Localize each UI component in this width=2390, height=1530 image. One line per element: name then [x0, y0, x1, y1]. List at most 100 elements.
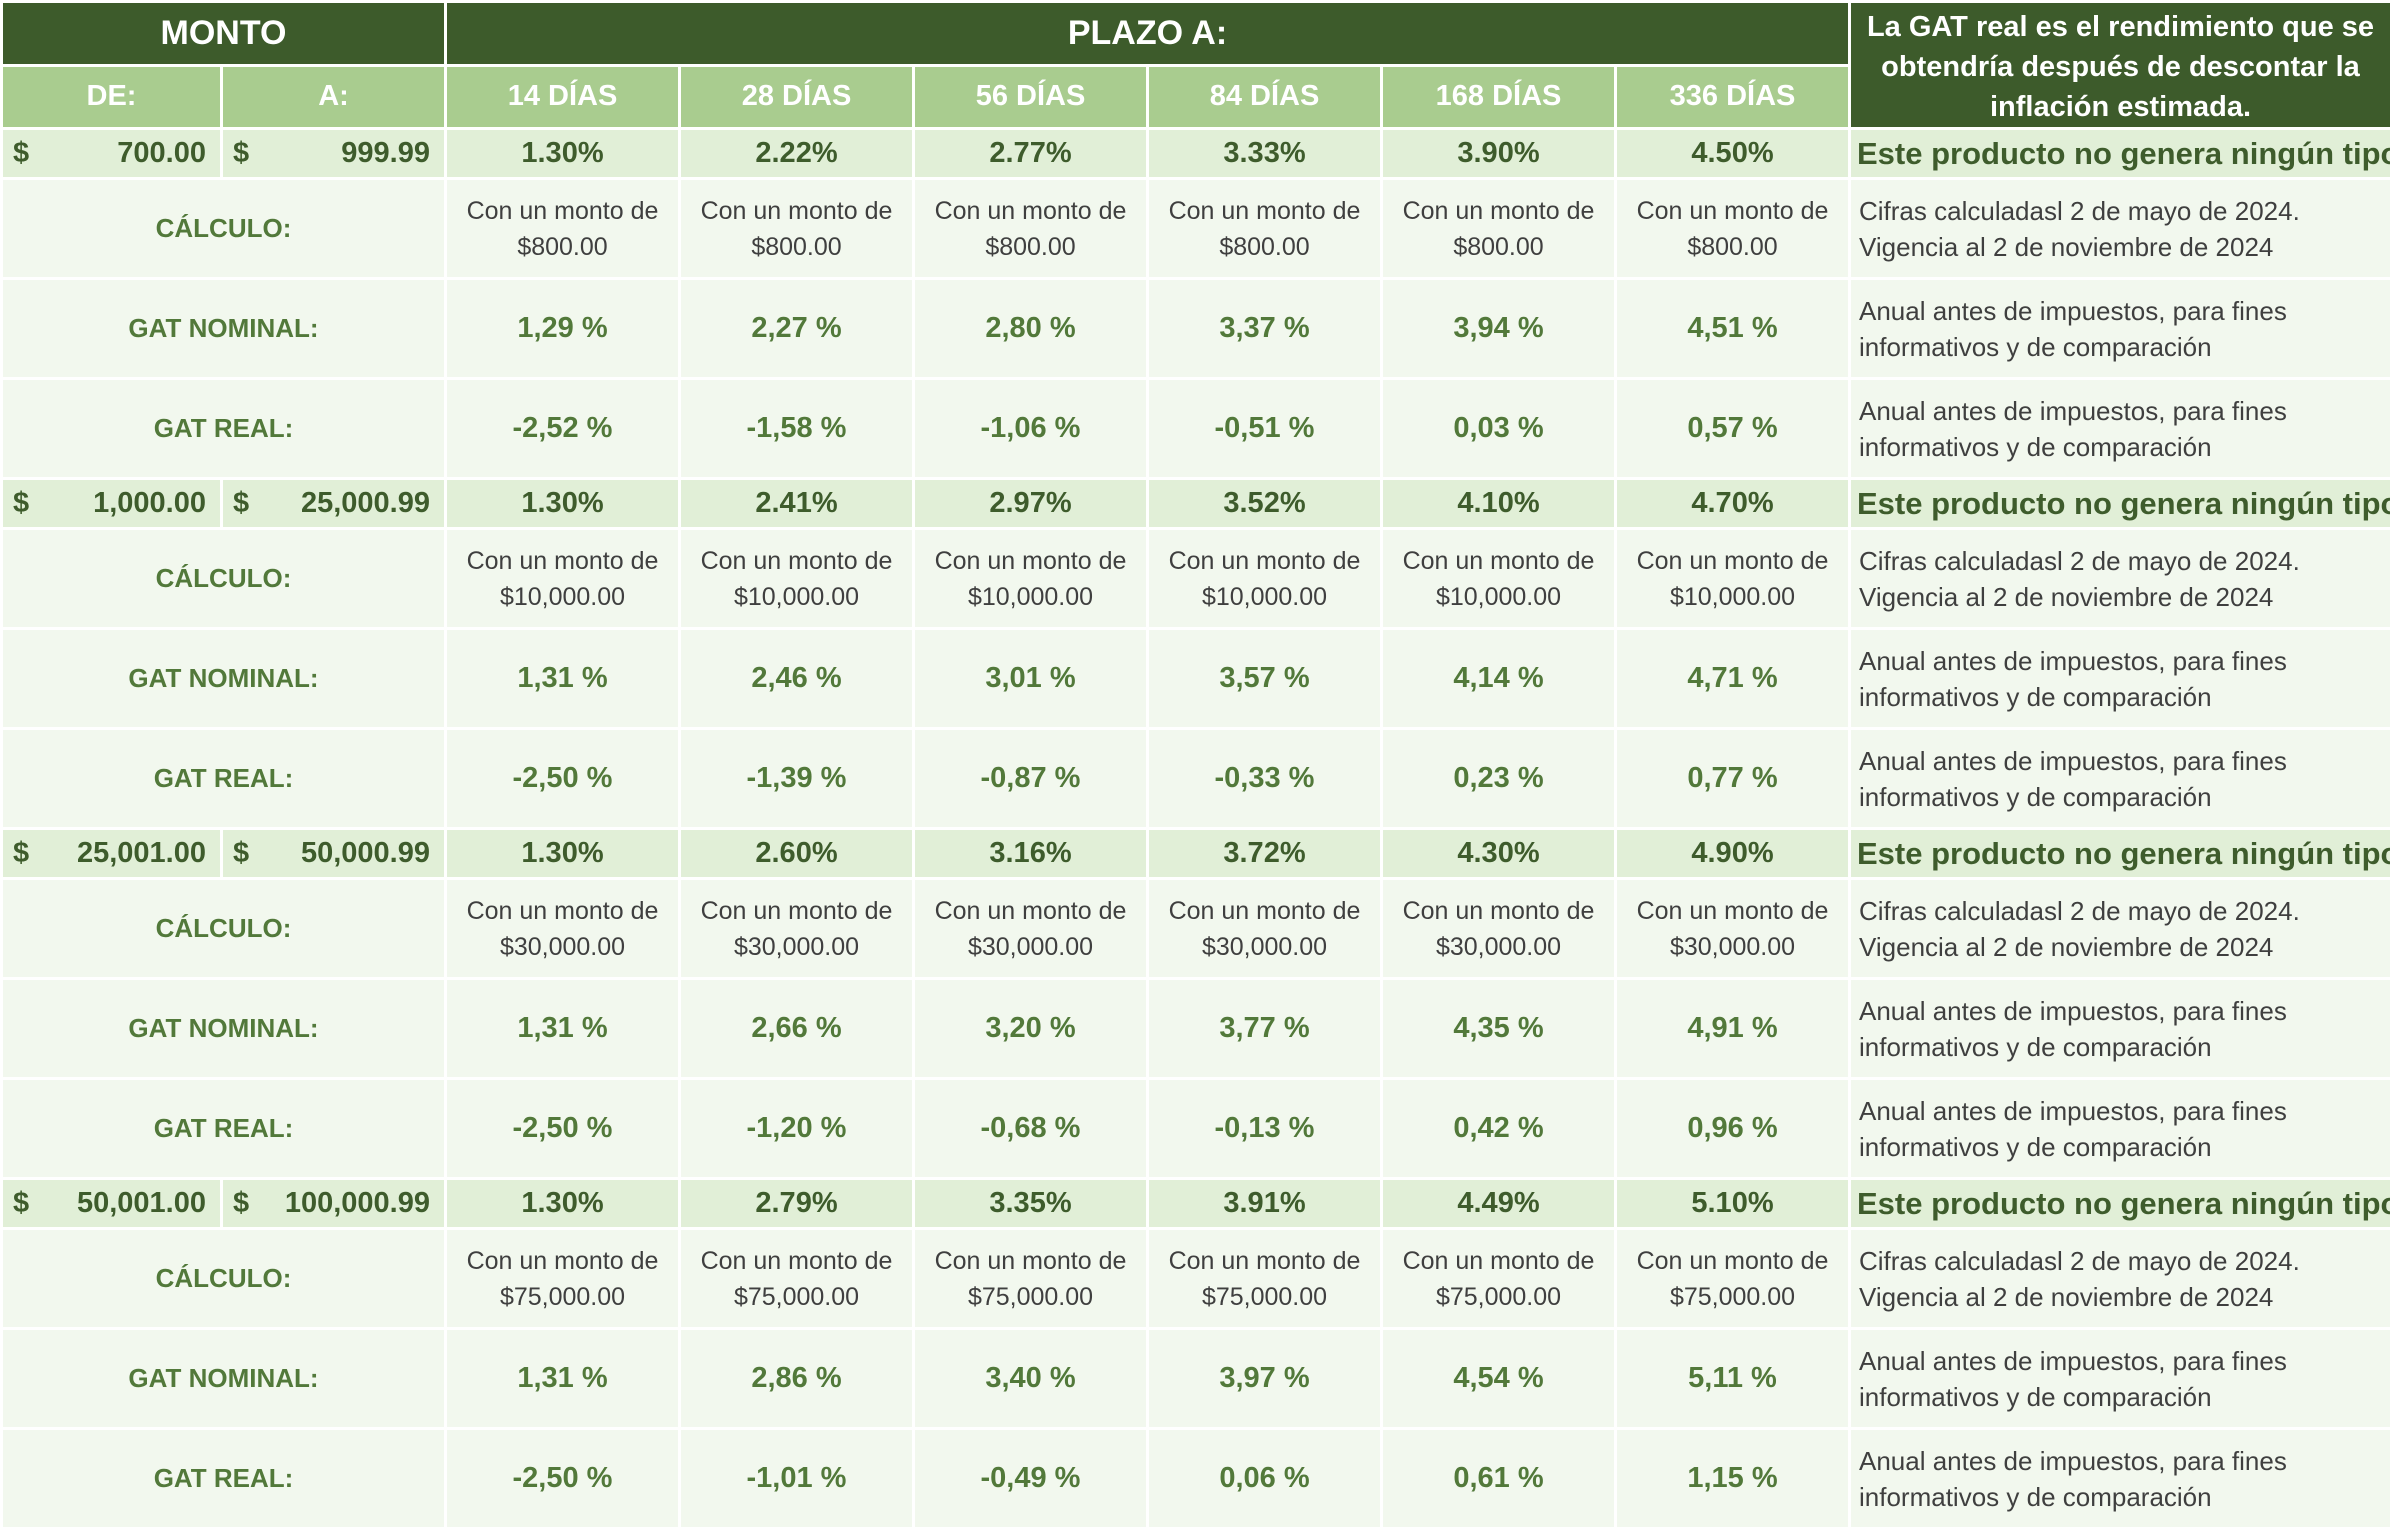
calc-amount: $800.00: [681, 229, 912, 265]
calc-prefix: Con un monto de: [1149, 543, 1380, 579]
rate-cell: 4.70%: [1616, 479, 1850, 529]
rate-cell: 4.30%: [1382, 829, 1616, 879]
term-header: 168 DÍAS: [1382, 65, 1616, 129]
calc-amount: $800.00: [1149, 229, 1380, 265]
rate-cell: 3.52%: [1148, 479, 1382, 529]
annual-note-line: informativos y de comparación: [1859, 779, 2390, 815]
rate-cell: 4.90%: [1616, 829, 1850, 879]
annual-note-line: Anual antes de impuestos, para fines: [1859, 1443, 2390, 1479]
gat-nominal-value: 3,37 %: [1148, 279, 1382, 379]
calc-note: Cifras calculadasl 2 de mayo de 2024.Vig…: [1850, 529, 2390, 629]
calc-amount: $75,000.00: [1149, 1279, 1380, 1315]
calculo-label: CÁLCULO:: [2, 879, 446, 979]
calc-note-line: Vigencia al 2 de noviembre de 2024: [1859, 229, 2390, 265]
gat-real-explanation: La GAT real es el rendimiento que se obt…: [1850, 2, 2390, 129]
gat-nominal-value: 3,40 %: [914, 1329, 1148, 1429]
calc-note-line: Cifras calculadasl 2 de mayo de 2024.: [1859, 193, 2390, 229]
calc-amount-cell: Con un monto de$10,000.00: [446, 529, 680, 629]
calc-amount: $30,000.00: [1149, 929, 1380, 965]
calc-note-line: Vigencia al 2 de noviembre de 2024: [1859, 929, 2390, 965]
term-header: 84 DÍAS: [1148, 65, 1382, 129]
calc-amount-cell: Con un monto de$75,000.00: [1148, 1229, 1382, 1329]
rate-cell: 4.50%: [1616, 129, 1850, 179]
calc-amount: $75,000.00: [915, 1279, 1146, 1315]
calc-amount: $10,000.00: [1383, 579, 1614, 615]
calc-amount-cell: Con un monto de$30,000.00: [1148, 879, 1382, 979]
gat-nominal-value: 1,31 %: [446, 979, 680, 1079]
gat-real-value: 0,06 %: [1148, 1429, 1382, 1529]
amount-from: 700.00: [117, 137, 206, 170]
amount-from-cell: $50,001.00: [2, 1179, 222, 1229]
calc-prefix: Con un monto de: [1149, 893, 1380, 929]
calc-amount-cell: Con un monto de$10,000.00: [914, 529, 1148, 629]
calc-prefix: Con un monto de: [1617, 193, 1848, 229]
amount-from: 1,000.00: [93, 487, 206, 520]
calc-amount-cell: Con un monto de$800.00: [1616, 179, 1850, 279]
gat-real-value: -1,06 %: [914, 379, 1148, 479]
calc-amount-cell: Con un monto de$10,000.00: [680, 529, 914, 629]
gat-nominal-value: 2,46 %: [680, 629, 914, 729]
calc-prefix: Con un monto de: [1617, 1243, 1848, 1279]
annual-note-line: informativos y de comparación: [1859, 1129, 2390, 1165]
amount-from-cell: $700.00: [2, 129, 222, 179]
amount-to-value: $50,000.99: [223, 837, 444, 870]
gat-real-value: -1,58 %: [680, 379, 914, 479]
rate-cell: 4.10%: [1382, 479, 1616, 529]
calc-prefix: Con un monto de: [1383, 193, 1614, 229]
calc-amount: $30,000.00: [681, 929, 912, 965]
calc-prefix: Con un monto de: [447, 543, 678, 579]
term-header: 56 DÍAS: [914, 65, 1148, 129]
gat-real-row: GAT REAL:-2,50 %-1,39 %-0,87 %-0,33 %0,2…: [2, 729, 2390, 829]
calculo-label: CÁLCULO:: [2, 529, 446, 629]
term-header: 336 DÍAS: [1616, 65, 1850, 129]
gat-nominal-value: 5,11 %: [1616, 1329, 1850, 1429]
calc-prefix: Con un monto de: [915, 1243, 1146, 1279]
calc-amount-cell: Con un monto de$30,000.00: [680, 879, 914, 979]
rate-cell: 4.49%: [1382, 1179, 1616, 1229]
rate-cell: 2.60%: [680, 829, 914, 879]
gat-real-value: -1,01 %: [680, 1429, 914, 1529]
calc-amount-cell: Con un monto de$75,000.00: [1616, 1229, 1850, 1329]
amount-to-value: $25,000.99: [223, 487, 444, 520]
gat-nominal-value: 1,29 %: [446, 279, 680, 379]
annual-note-line: informativos y de comparación: [1859, 1379, 2390, 1415]
gat-nominal-value: 4,54 %: [1382, 1329, 1616, 1429]
calc-prefix: Con un monto de: [915, 543, 1146, 579]
calculo-label: CÁLCULO:: [2, 1229, 446, 1329]
rate-cell: 3.90%: [1382, 129, 1616, 179]
calc-amount-cell: Con un monto de$10,000.00: [1148, 529, 1382, 629]
gat-real-row: GAT REAL:-2,50 %-1,01 %-0,49 %0,06 %0,61…: [2, 1429, 2390, 1529]
gat-nominal-value: 2,27 %: [680, 279, 914, 379]
calc-amount-cell: Con un monto de$800.00: [1148, 179, 1382, 279]
product-note: Este producto no genera ningún tipo: [1850, 129, 2390, 179]
gat-real-value: 0,23 %: [1382, 729, 1616, 829]
rate-cell: 2.79%: [680, 1179, 914, 1229]
amount-to-cell: $999.99: [222, 129, 446, 179]
gat-real-value: 1,15 %: [1616, 1429, 1850, 1529]
annual-note-line: Anual antes de impuestos, para fines: [1859, 1343, 2390, 1379]
calc-amount: $800.00: [1617, 229, 1848, 265]
calc-prefix: Con un monto de: [1149, 1243, 1380, 1279]
gat-real-value: -1,20 %: [680, 1079, 914, 1179]
annual-note-line: informativos y de comparación: [1859, 429, 2390, 465]
currency-symbol: $: [13, 1187, 29, 1220]
gat-nominal-value: 1,31 %: [446, 1329, 680, 1429]
currency-symbol: $: [233, 487, 249, 520]
calc-amount: $30,000.00: [1383, 929, 1614, 965]
gat-real-value: -2,52 %: [446, 379, 680, 479]
rate-cell: 2.41%: [680, 479, 914, 529]
annual-note-line: informativos y de comparación: [1859, 1479, 2390, 1515]
gat-nominal-row: GAT NOMINAL:1,31 %2,86 %3,40 %3,97 %4,54…: [2, 1329, 2390, 1429]
amount-to-value: $999.99: [223, 137, 444, 170]
calc-prefix: Con un monto de: [915, 893, 1146, 929]
calc-prefix: Con un monto de: [681, 543, 912, 579]
annual-note-line: Anual antes de impuestos, para fines: [1859, 643, 2390, 679]
